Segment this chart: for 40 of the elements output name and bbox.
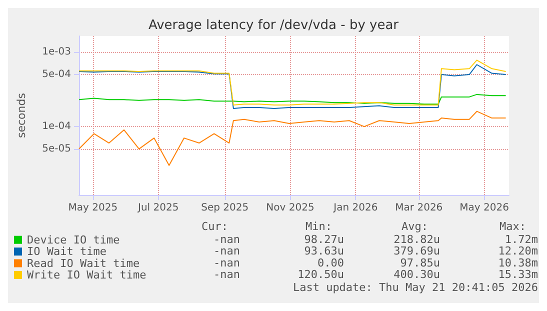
text: Last update: Thu May 21 20:41:05 2026 bbox=[292, 280, 538, 294]
text: Max: bbox=[500, 220, 526, 233]
text: 400.30u bbox=[394, 268, 440, 282]
x-tick-label: Jan 2026 bbox=[332, 202, 378, 214]
text: 379.69u bbox=[394, 244, 440, 258]
legend-label: Read IO Wait time bbox=[27, 256, 140, 270]
text: 218.82u bbox=[394, 233, 440, 246]
legend-label: Write IO Wait time bbox=[27, 268, 146, 282]
y-tick-label: 5e-05 bbox=[42, 143, 71, 154]
text: 1.72m bbox=[504, 233, 538, 246]
text: 120.50u bbox=[298, 268, 344, 282]
text: -nan bbox=[214, 268, 240, 282]
text: 10.38m bbox=[498, 256, 538, 270]
text: 0.00 bbox=[318, 256, 344, 270]
x-tick-label: Jul 2025 bbox=[137, 202, 179, 214]
text: -nan bbox=[214, 233, 240, 246]
x-tick-label: May 2026 bbox=[460, 202, 509, 214]
text: Avg: bbox=[402, 220, 428, 233]
legend-label: Device IO time bbox=[27, 233, 120, 246]
chart-title: Average latency for /dev/vda - by year bbox=[148, 18, 400, 33]
x-tick-label: May 2025 bbox=[68, 202, 118, 214]
text: 15.33m bbox=[498, 268, 538, 282]
line-series bbox=[78, 94, 506, 105]
y-tick-label: 1e-03 bbox=[42, 46, 71, 58]
x-tick-label: Sep 2025 bbox=[201, 202, 249, 214]
y-tick-label: 1e-04 bbox=[42, 121, 71, 132]
text: Cur: bbox=[202, 220, 228, 233]
text: 98.27u bbox=[304, 233, 344, 246]
x-tick-label: Nov 2025 bbox=[266, 202, 314, 214]
text: 12.20m bbox=[498, 244, 538, 258]
text: 97.85u bbox=[400, 256, 440, 270]
x-tick-label: Mar 2026 bbox=[395, 202, 443, 214]
y-tick-label: 5e-04 bbox=[42, 69, 71, 80]
legend-label: IO Wait time bbox=[27, 245, 106, 258]
text: -nan bbox=[214, 256, 240, 270]
y-axis-title: seconds bbox=[15, 92, 28, 138]
line-series bbox=[78, 110, 506, 166]
text: Min: bbox=[306, 220, 332, 233]
text: -nan bbox=[214, 244, 240, 258]
text: 93.63u bbox=[304, 244, 344, 258]
